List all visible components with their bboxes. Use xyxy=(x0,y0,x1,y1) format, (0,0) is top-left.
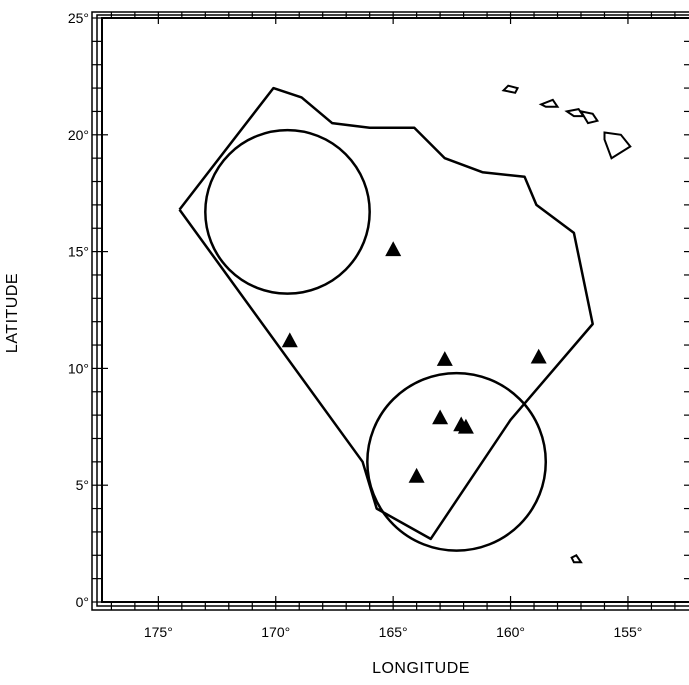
y-tick-labels: 0° 5° 10° 15° 20° 25° xyxy=(68,10,89,610)
y-tick-label: 0° xyxy=(76,594,89,610)
x-tick-label: 165° xyxy=(379,624,408,640)
frame-outer xyxy=(91,11,689,611)
x-axis-title: LONGITUDE xyxy=(372,660,470,677)
y-tick-label: 25° xyxy=(68,10,89,26)
circle-layer xyxy=(204,128,548,552)
x-tick-label: 160° xyxy=(496,624,525,640)
x-tick-labels: 175° 170° 165° 160° 155° xyxy=(144,624,643,640)
axis-ticks xyxy=(92,12,689,610)
x-tick-label: 155° xyxy=(613,624,642,640)
island-outline xyxy=(501,84,520,94)
station-triangle xyxy=(457,418,474,434)
y-tick-label: 10° xyxy=(68,360,89,376)
station-triangle xyxy=(408,467,425,483)
island-outline xyxy=(603,131,632,160)
station-triangle xyxy=(385,241,402,257)
frame-middle xyxy=(96,14,689,607)
triangle-markers xyxy=(281,241,547,483)
station-triangle xyxy=(432,409,449,425)
island-outline xyxy=(578,109,600,125)
y-tick-label: 5° xyxy=(76,477,89,493)
study-area-polygon xyxy=(178,86,594,541)
study-circle xyxy=(366,371,548,552)
station-triangle xyxy=(530,348,547,364)
x-tick-label: 170° xyxy=(261,624,290,640)
island-outline xyxy=(570,554,583,564)
study-area-polygon-layer xyxy=(178,86,594,541)
y-tick-label: 15° xyxy=(68,244,89,260)
island-outline xyxy=(538,98,560,108)
station-triangle xyxy=(281,332,298,348)
study-circle xyxy=(204,128,371,295)
y-axis-title: LATITUDE xyxy=(4,273,21,353)
x-tick-label: 175° xyxy=(144,624,173,640)
frame-inner xyxy=(101,17,689,603)
hawaiian-islands xyxy=(501,84,632,564)
station-triangle xyxy=(436,351,453,366)
y-tick-label: 20° xyxy=(68,127,89,143)
map-frame xyxy=(91,11,689,611)
